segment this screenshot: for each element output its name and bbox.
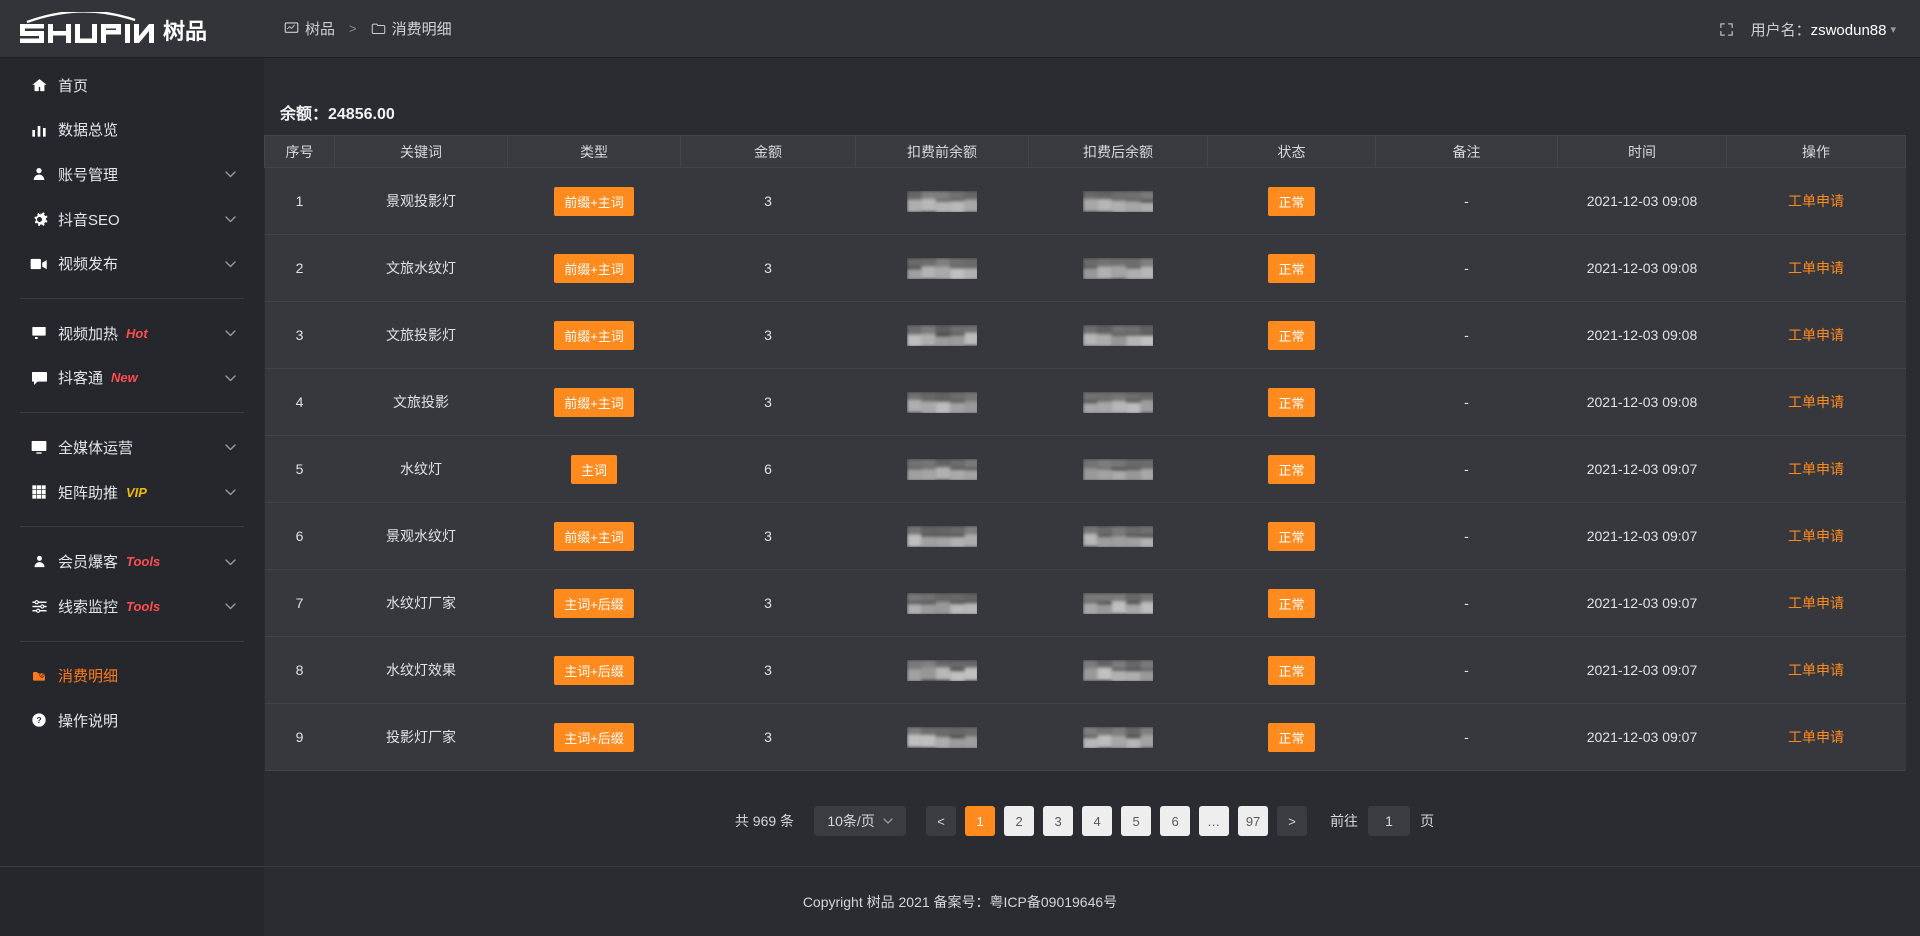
svg-text:树品: 树品 <box>163 19 207 44</box>
svg-text:?: ? <box>36 715 41 725</box>
